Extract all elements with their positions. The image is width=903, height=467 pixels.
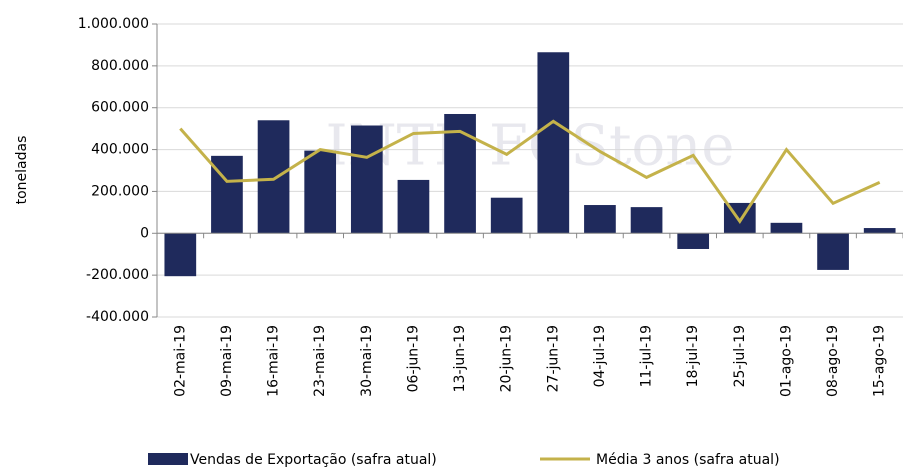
bar — [630, 207, 663, 234]
bar — [677, 233, 710, 249]
line — [179, 119, 881, 225]
y-tick-label: 600.000 — [91, 100, 149, 116]
x-tick-label: 06-jun-19 — [405, 325, 421, 392]
y-tick-label: 800.000 — [91, 58, 149, 74]
bar — [304, 150, 337, 234]
x-tick-label: 23-mai-19 — [312, 325, 328, 397]
bar — [164, 233, 197, 277]
x-tick-label: 11-jul-19 — [639, 325, 655, 387]
y-tick-label: 200.000 — [91, 183, 149, 199]
x-tick-label: 02-mai-19 — [172, 325, 188, 397]
y-tick-label: 400.000 — [91, 142, 149, 158]
x-tick-label: 30-mai-19 — [359, 325, 375, 397]
x-tick-label: 01-ago-19 — [778, 325, 794, 397]
bar — [770, 222, 803, 234]
x-tick-label: 13-jun-19 — [452, 325, 468, 392]
y-tick-label: 0 — [140, 225, 149, 241]
bar — [350, 125, 383, 234]
y-axis-label: toneladas — [14, 136, 30, 205]
x-tick-label: 27-jun-19 — [545, 325, 561, 392]
x-tick-label: 18-jul-19 — [685, 325, 701, 387]
y-tick-label: -200.000 — [86, 267, 149, 283]
x-tick-label: 20-jun-19 — [499, 325, 515, 392]
x-tick-label: 04-jul-19 — [592, 325, 608, 387]
bar — [863, 228, 896, 234]
bar — [397, 179, 430, 234]
x-tick-label: 09-mai-19 — [219, 325, 235, 397]
y-tick-label: -400.000 — [86, 309, 149, 325]
bar — [584, 205, 616, 234]
x-tick-label: 25-jul-19 — [732, 325, 748, 387]
x-tick-label: 16-mai-19 — [266, 325, 282, 397]
bar — [537, 52, 570, 234]
legend-label: Média 3 anos (safra atual) — [596, 452, 780, 467]
legend-swatch — [148, 453, 188, 465]
bar — [257, 120, 290, 234]
x-tick-label: 15-ago-19 — [872, 325, 888, 397]
x-tick-label: 08-ago-19 — [825, 325, 841, 397]
bar — [817, 233, 849, 270]
bar — [490, 197, 523, 234]
y-tick-label: 1.000.000 — [78, 16, 149, 32]
bar — [444, 113, 476, 234]
legend-label: Vendas de Exportação (safra atual) — [190, 452, 437, 467]
